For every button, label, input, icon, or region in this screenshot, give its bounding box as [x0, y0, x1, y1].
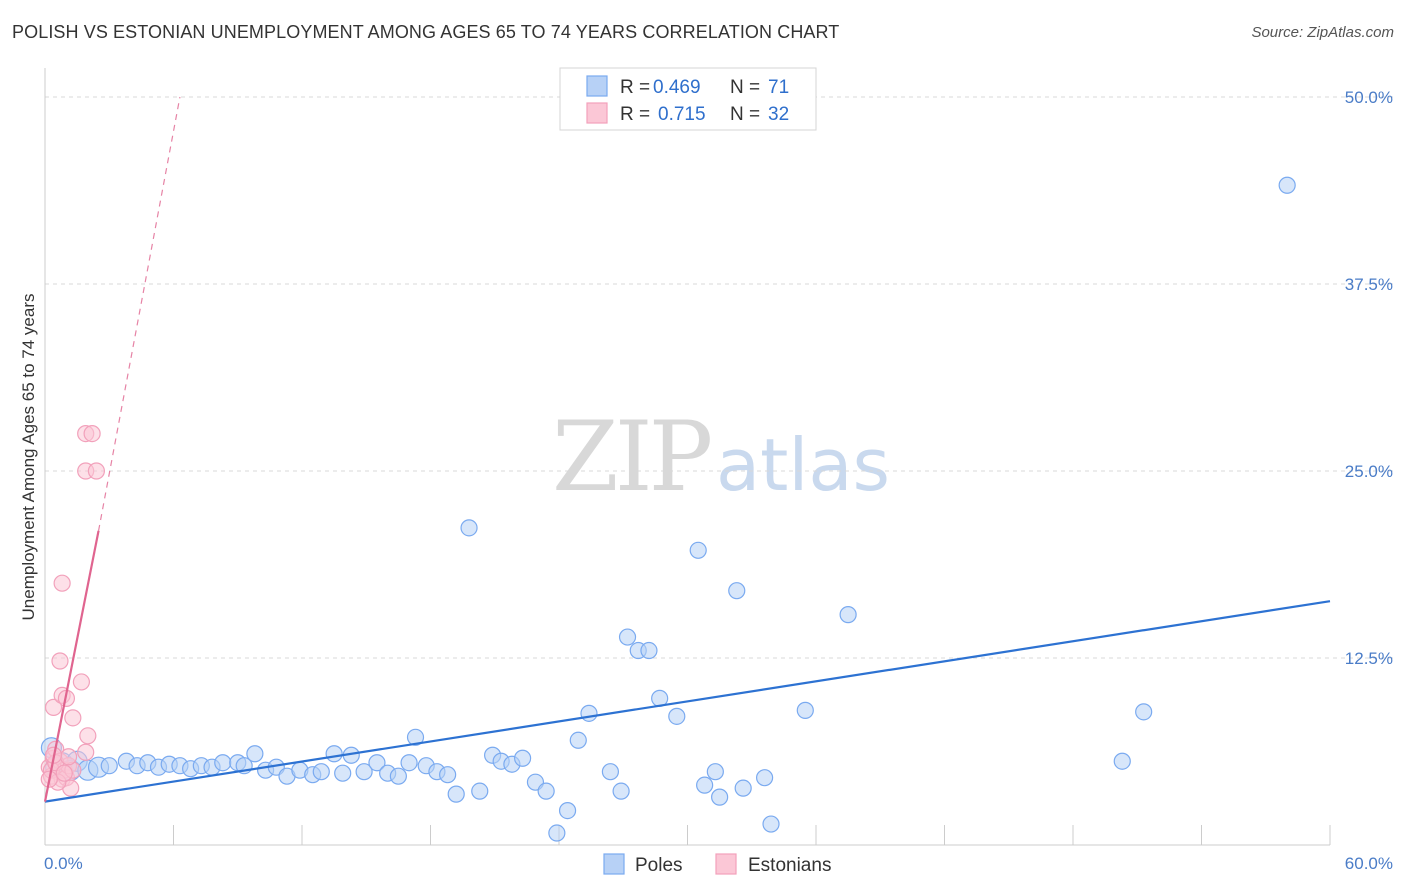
trend-lines — [43, 96, 1331, 803]
legend-estonians-n-value: 32 — [768, 104, 789, 125]
estonians-point — [51, 652, 69, 670]
legend-estonians-r-label: R = — [620, 104, 650, 125]
poles-point — [796, 701, 814, 719]
poles-point — [728, 582, 746, 600]
legend-poles-n-value: 71 — [768, 77, 789, 98]
poles-point — [762, 815, 780, 833]
poles-point — [400, 754, 418, 772]
legend-estonians-swatch — [586, 102, 608, 124]
estonians-point — [87, 462, 106, 480]
estonians-trend-extension — [97, 96, 181, 531]
estonians-trend-line — [43, 530, 100, 802]
poles-point — [406, 728, 425, 746]
x-tick-label-0: 0.0% — [44, 854, 83, 873]
poles-point — [439, 766, 457, 784]
y-tick-label-1: 25.0% — [1345, 462, 1393, 481]
poles-point — [668, 707, 686, 725]
y-axis-title: Unemployment Among Ages 65 to 74 years — [19, 294, 38, 621]
estonians-point — [44, 698, 63, 716]
estonians-point — [83, 425, 101, 443]
poles-point — [711, 788, 729, 806]
legend-poles-n-label: N = — [730, 77, 760, 98]
poles-point — [1278, 176, 1296, 194]
poles-point — [548, 824, 566, 842]
poles-point — [618, 628, 637, 646]
poles-point — [689, 541, 707, 559]
poles-point — [839, 606, 857, 624]
poles-point — [460, 519, 478, 537]
bottom-legend: Poles Estonians — [603, 853, 831, 876]
poles-point — [325, 745, 343, 763]
estonians-point — [77, 743, 95, 761]
bottom-legend-poles-swatch — [603, 853, 625, 875]
source-label: Source: ZipAtlas.com — [1251, 24, 1394, 41]
poles-point — [355, 763, 373, 781]
legend: R = 0.469 N = 71 R = 0.715 N = 32 — [559, 67, 817, 131]
estonians-point — [79, 727, 97, 745]
watermark-zip: ZIP — [552, 401, 711, 513]
poles-point — [214, 754, 232, 772]
poles-point — [734, 779, 752, 797]
poles-point — [640, 641, 658, 660]
estonians-point — [72, 673, 91, 691]
y-tick-label-2: 37.5% — [1345, 275, 1393, 294]
bottom-legend-estonians-swatch — [715, 853, 737, 875]
poles-point — [447, 785, 465, 803]
tick-labels: 12.5% 25.0% 37.5% 50.0% 0.0% 60.0% — [44, 88, 1393, 873]
y-tick-label-0: 12.5% — [1345, 649, 1393, 668]
legend-poles-swatch — [586, 75, 608, 97]
legend-poles-r-label: R = — [620, 77, 650, 98]
poles-point — [368, 754, 386, 772]
y-tick-label-3: 50.0% — [1345, 88, 1393, 107]
bottom-legend-estonians-label: Estonians — [748, 855, 831, 876]
poles-point — [389, 767, 407, 785]
poles-point — [612, 782, 630, 800]
poles-point — [601, 763, 620, 781]
poles-point — [558, 801, 577, 820]
legend-poles-r-value: 0.469 — [653, 77, 701, 98]
poles-point — [537, 782, 555, 800]
legend-estonians-r-value: 0.715 — [658, 104, 706, 125]
estonians-point — [55, 764, 73, 782]
poles-point — [580, 704, 598, 722]
bottom-legend-poles-label: Poles — [635, 855, 683, 876]
poles-point — [1135, 703, 1153, 721]
poles-point — [1113, 752, 1131, 770]
poles-point — [334, 764, 352, 782]
poles-point — [471, 782, 489, 800]
poles-trend-line — [44, 600, 1331, 803]
poles-point — [696, 776, 714, 794]
legend-estonians-n-label: N = — [730, 104, 760, 125]
poles-point — [513, 749, 532, 767]
chart-title: POLISH VS ESTONIAN UNEMPLOYMENT AMONG AG… — [12, 22, 840, 42]
poles-point — [100, 757, 118, 775]
watermark-atlas: atlas — [716, 423, 890, 507]
poles-point — [246, 745, 264, 763]
estonians-point — [64, 709, 82, 727]
poles-point — [569, 731, 587, 749]
x-tick-label-1: 60.0% — [1345, 854, 1393, 873]
poles-point — [755, 769, 774, 787]
poles-point — [312, 763, 330, 781]
gridlines — [45, 96, 1395, 659]
estonians-point — [59, 748, 78, 766]
poles-point — [706, 763, 724, 781]
estonians-point — [53, 574, 71, 592]
